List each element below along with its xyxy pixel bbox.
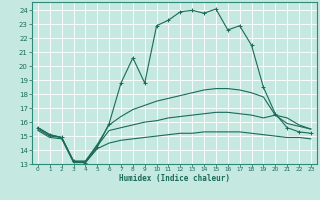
X-axis label: Humidex (Indice chaleur): Humidex (Indice chaleur) [119, 174, 230, 183]
